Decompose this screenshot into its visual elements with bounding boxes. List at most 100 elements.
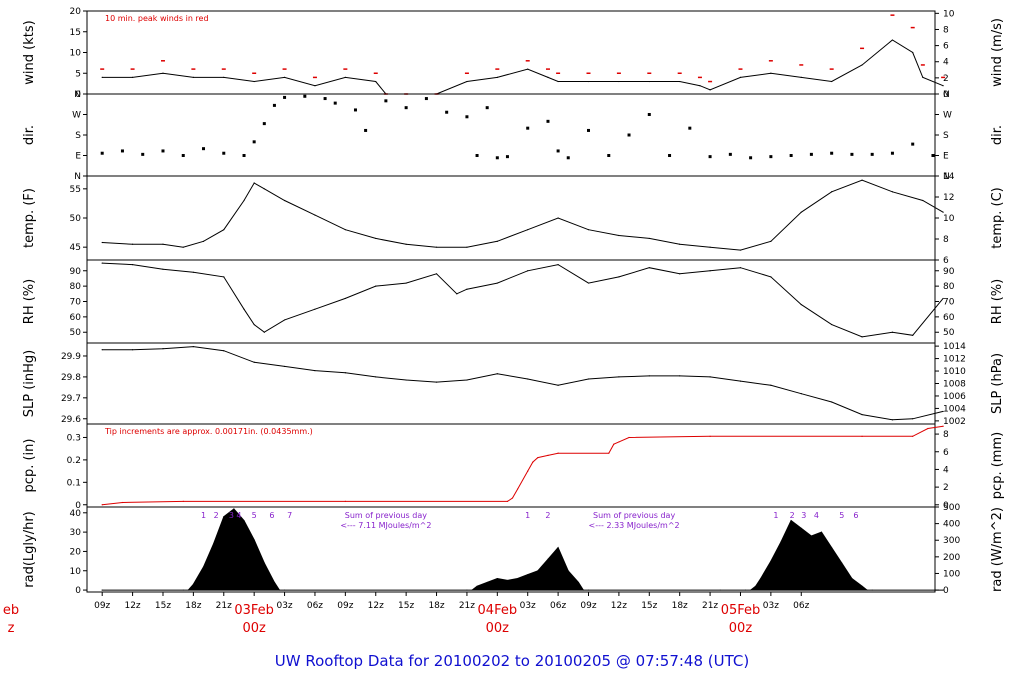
rad-hour-marker: 4 [814,511,819,520]
x-date-time-label: 00z [486,621,510,636]
dir-point [890,151,894,155]
wind-data-point [557,80,559,83]
panel-pcp: 0 0.1 0.2 0.3 0 2 4 6 8 pcp. (in) pcp. (mm) Tip inc… [22,423,1005,511]
rad-hour-marker: 2 [214,511,219,520]
y-tick-label-right: 10 [943,9,955,19]
slp-data-point [770,384,772,386]
rad-data-point [719,589,721,591]
temp-data-point [679,243,681,245]
temp-data-point [618,234,620,237]
wind-data-point [861,64,863,66]
dir-point [688,126,692,130]
wind-series-line [102,39,944,95]
rh-series-line [102,262,944,338]
rad-data-point [192,583,194,585]
rad-data-point [800,527,802,529]
rh-data-point [618,276,620,278]
dir-point [546,119,550,123]
x-tick-label: 15z [398,601,414,611]
rad-hour-marker: 6 [853,511,858,520]
slp-data-point [192,345,194,348]
slp-data-point [527,378,529,380]
x-tick-label: 06z [550,601,566,611]
temp-data-point [435,246,438,248]
wind-data-point [344,76,346,78]
panel-frame [86,10,936,95]
y-tick-label-right: W [943,111,952,121]
rad-sum-value: <--- 7.11 MJoules/m^2 [340,521,431,530]
pcp-data-point [547,454,549,457]
slp-data-point [800,393,802,395]
y-tick-label: S [75,131,81,141]
y-tick-label-right: 10 [943,214,955,224]
rad-data-point [496,577,498,579]
dir-point [161,149,165,153]
x-tick-label: 21z [216,601,232,611]
dir-point [556,149,560,153]
rad-data-point [476,585,478,587]
y-tick-label: 0.2 [67,456,81,466]
rad-data-point [517,577,519,579]
slp-data-point [223,350,225,352]
dir-point [668,154,672,157]
wind-data-point [922,76,924,78]
dir-point [323,97,327,101]
rad-data-point [821,531,823,533]
dir-point [485,106,489,110]
y-tick-label: 50 [70,214,82,224]
y-axis-label-right: wind (m/s) [990,18,1005,87]
temp-data-point [223,229,225,231]
y-tick-label: 20 [70,7,82,17]
wind-data-point [942,85,944,87]
panel-frame [86,506,936,593]
rh-data-point [131,264,134,266]
slp-data-point [942,410,944,413]
rad-data-point [567,570,569,572]
temp-data-point [800,211,802,213]
wind-data-point [891,39,894,41]
rad-data-point [588,589,590,591]
dir-point [252,140,256,144]
y-tick-label-right: 60 [943,313,955,323]
slp-data-point [618,376,620,378]
rad-hour-marker: 7 [287,511,292,520]
x-tick-label: 15z [641,601,657,611]
temp-data-point [202,240,205,242]
dir-point [272,103,276,107]
rh-data-point [587,282,590,284]
wind-data-point [375,80,377,83]
y-tick-label-right: 1012 [943,355,966,365]
y-tick-label-right: 2 [943,74,949,84]
rh-data-point [912,334,914,336]
temp-data-point [243,199,245,202]
x-date-label: 04Feb [478,603,518,618]
rh-data-point [679,273,681,275]
temp-series-line [102,179,944,251]
temp-data-point [405,243,407,245]
rh-data-point [648,267,650,269]
pcp-data-point [618,441,620,443]
y-tick-label-right: 400 [943,520,960,530]
slp-data-point [739,380,742,382]
rad-data-point [537,570,539,572]
temp-data-point [182,246,184,248]
rad-data-point [213,543,215,545]
rad-data-point [182,589,184,591]
rad-data-point [466,589,468,591]
temp-data-point [587,229,590,231]
panel-rh: 50 60 70 80 90 50 60 70 80 90 RH (%) RH (%) [22,259,1005,344]
y-tick-label-right: 8 [943,25,949,35]
rad-data-point [263,562,265,564]
y-tick-label: 30 [70,528,82,538]
y-tick-label: 45 [70,243,81,253]
x-tick-label: 06z [307,601,323,611]
temp-data-point [283,199,286,202]
x-tick-label: 21z [702,601,718,611]
pcp-data-point [557,452,559,454]
y-tick-label: 0 [75,501,81,511]
wind-data-point [679,80,681,83]
slp-data-point [314,370,316,372]
y-tick-label: 0.3 [67,433,81,443]
rad-data-point [243,520,245,522]
